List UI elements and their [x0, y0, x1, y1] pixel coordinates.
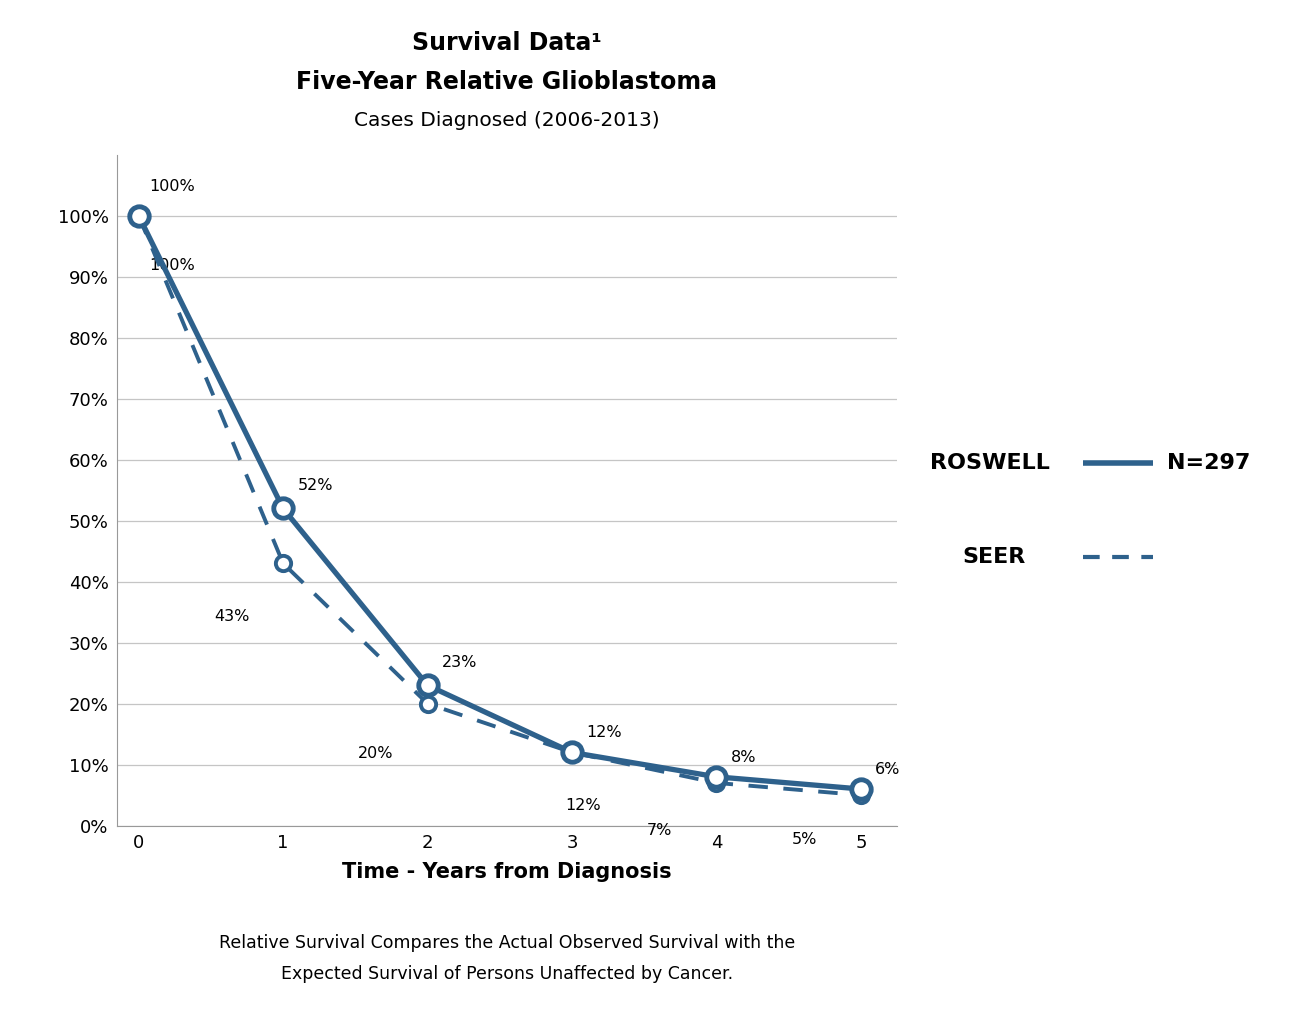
Text: Relative Survival Compares the Actual Observed Survival with the: Relative Survival Compares the Actual Ob… [218, 934, 796, 952]
Text: 20%: 20% [359, 746, 394, 762]
Text: 6%: 6% [875, 762, 901, 777]
Text: 100%: 100% [148, 258, 195, 273]
Text: ROSWELL: ROSWELL [930, 453, 1049, 474]
Text: 52%: 52% [298, 478, 333, 493]
Text: SEER: SEER [962, 547, 1026, 568]
Text: 7%: 7% [647, 823, 672, 838]
Text: Expected Survival of Persons Unaffected by Cancer.: Expected Survival of Persons Unaffected … [281, 965, 733, 982]
Text: 8%: 8% [731, 749, 757, 765]
Text: N=297: N=297 [1167, 453, 1251, 474]
Text: 43%: 43% [213, 609, 250, 624]
Text: 23%: 23% [442, 655, 477, 670]
Text: 12%: 12% [586, 725, 623, 740]
Text: Survival Data¹: Survival Data¹ [412, 31, 602, 55]
Text: Cases Diagnosed (2006-2013): Cases Diagnosed (2006-2013) [354, 111, 660, 130]
Text: 5%: 5% [792, 832, 816, 846]
Text: 100%: 100% [148, 180, 195, 194]
Text: Time - Years from Diagnosis: Time - Years from Diagnosis [342, 862, 672, 881]
Text: Five-Year Relative Glioblastoma: Five-Year Relative Glioblastoma [296, 70, 718, 94]
Text: 12%: 12% [564, 798, 601, 813]
